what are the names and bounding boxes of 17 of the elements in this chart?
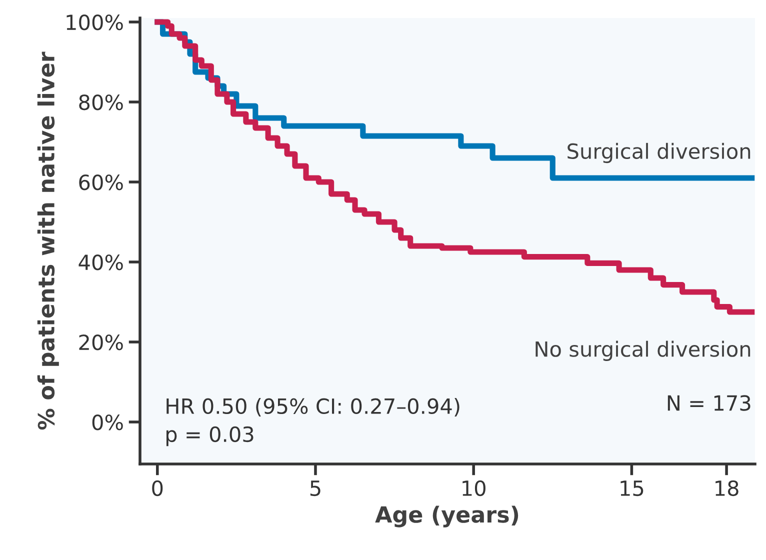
y-tick-label: 40% (78, 254, 123, 270)
y-tick-label: 80% (79, 94, 123, 110)
y-axis-title: % of patients with native liver (37, 52, 59, 430)
x-tick-label: 15 (620, 480, 644, 496)
series-label: No surgical diversion (536, 340, 750, 361)
y-tick-label: 0% (92, 414, 123, 430)
annotation: N = 173 (668, 395, 750, 411)
y-tick-label: 20% (79, 334, 123, 350)
y-tick-label: 60% (79, 174, 123, 190)
x-tick-label: 18 (716, 480, 738, 496)
y-tick-label: 100% (66, 14, 123, 30)
annotation: HR 0.50 (95% CI: 0.27–0.94) p = 0.03 (166, 398, 460, 446)
series-label: Surgical diversion (568, 142, 750, 164)
x-tick-label: 10 (462, 480, 486, 496)
x-tick-label: 5 (310, 480, 320, 496)
x-tick-label: 0 (152, 480, 163, 496)
x-axis-title: Age (years) (375, 506, 518, 528)
